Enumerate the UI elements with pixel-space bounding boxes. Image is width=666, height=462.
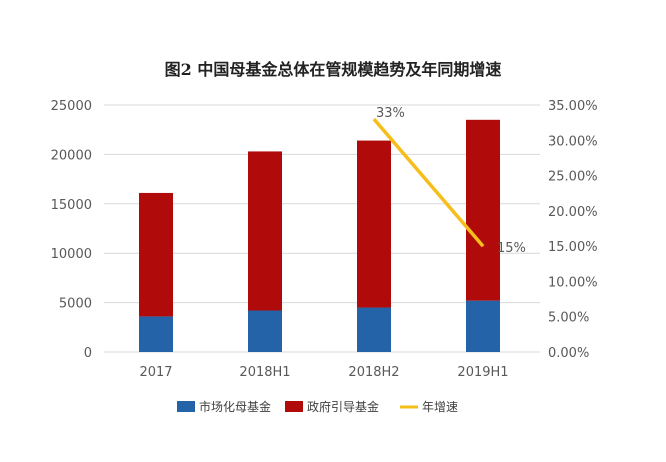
bar-government-fund (248, 151, 282, 311)
y-right-tick-label: 30.00% (548, 134, 598, 149)
legend-item: 年增速 (400, 400, 458, 414)
bar-market-fund (139, 316, 173, 352)
bar-market-fund (248, 310, 282, 352)
y-left-tick-label: 0 (84, 346, 92, 361)
bar-layer (139, 119, 500, 352)
bar-government-fund (357, 140, 391, 308)
axis-layer: 0 5000 10000 15000 20000 25000 0.00% 5.00% 10.00… (51, 99, 598, 380)
y-left-tick-label: 5000 (59, 297, 92, 312)
x-category-label: 2019H1 (457, 365, 508, 380)
line-layer: 33% 15% (372, 106, 526, 256)
bar-government-fund (139, 192, 173, 317)
bar-government-fund (466, 119, 500, 301)
y-left-tick-label: 25000 (51, 99, 92, 114)
growth-line (372, 117, 485, 248)
x-category-label: 2017 (139, 365, 172, 380)
y-left-tick-label: 10000 (51, 247, 92, 262)
x-category-label: 2018H2 (348, 365, 399, 380)
legend-label: 政府引导基金 (307, 399, 379, 414)
y-right-tick-label: 5.00% (548, 311, 589, 326)
y-right-tick-label: 0.00% (548, 346, 589, 361)
y-right-tick-label: 10.00% (548, 275, 598, 290)
legend-label: 市场化母基金 (199, 399, 271, 414)
growth-point (482, 245, 484, 247)
x-category-label: 2018H1 (239, 365, 290, 380)
legend-swatch-market-fund (177, 401, 195, 412)
y-right-tick-label: 35.00% (548, 99, 598, 114)
legend-item: 政府引导基金 (285, 399, 379, 414)
legend: 市场化母基金 政府引导基金 年增速 (177, 399, 458, 414)
legend-item: 市场化母基金 (177, 399, 271, 414)
y-right-tick-label: 20.00% (548, 205, 598, 220)
legend-label: 年增速 (422, 400, 458, 414)
legend-swatch-government-fund (285, 401, 303, 412)
y-left-tick-label: 20000 (51, 148, 92, 163)
y-right-tick-label: 15.00% (548, 240, 598, 255)
chart-title: 图2 中国母基金总体在管规模趋势及年同期增速 (165, 60, 502, 79)
growth-point (373, 118, 375, 120)
growth-data-label: 33% (376, 106, 405, 121)
bar-market-fund (357, 307, 391, 352)
y-right-tick-label: 25.00% (548, 170, 598, 185)
growth-data-label: 15% (497, 241, 526, 256)
bar-market-fund (466, 300, 500, 352)
y-left-tick-label: 15000 (51, 198, 92, 213)
